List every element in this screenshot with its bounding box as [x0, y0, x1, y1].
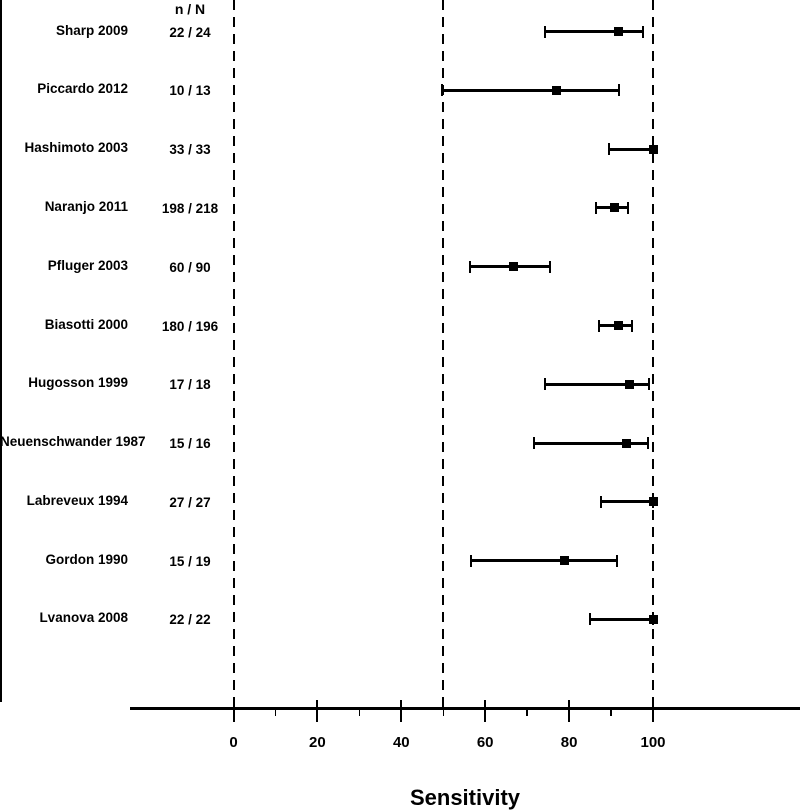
ci-cap-right: [549, 260, 552, 273]
point-estimate-marker: [613, 27, 623, 37]
x-tick-major-20: [316, 700, 319, 722]
ci-cap-right: [630, 319, 633, 332]
x-tick-major-60: [484, 700, 487, 722]
study-label: Hashimoto 2003: [24, 140, 128, 156]
point-estimate-marker: [559, 556, 569, 566]
study-label: Sharp 2009: [55, 22, 128, 38]
study-n-over-N: 33 / 33: [169, 142, 211, 158]
point-estimate-marker: [622, 438, 632, 448]
study-label: Hugosson 1999: [28, 375, 128, 391]
ci-cap-right: [617, 84, 620, 97]
x-tick-label: 40: [392, 734, 410, 751]
study-n-over-N: 180 / 196: [161, 318, 219, 334]
point-estimate-marker: [625, 379, 634, 389]
point-estimate-marker: [614, 321, 624, 330]
x-tick-minor-70: [526, 707, 528, 716]
ci-line: [590, 617, 653, 621]
x-axis-line: [130, 707, 800, 710]
ci-cap-left: [594, 201, 597, 214]
study-n-over-N: 22 / 24: [169, 24, 211, 40]
x-tick-label: 20: [309, 734, 326, 751]
x-tick-minor-30: [358, 707, 361, 716]
x-tick-major-100: [652, 700, 654, 722]
x-tick-label: 60: [476, 734, 494, 751]
point-estimate-marker: [551, 85, 561, 95]
ci-cap-left: [543, 25, 546, 38]
x-tick-minor-10: [274, 707, 277, 716]
study-n-over-N: 198 / 218: [161, 200, 219, 216]
study-n-over-N: 17 / 18: [169, 377, 211, 393]
ci-cap-left: [598, 319, 601, 332]
ci-line: [534, 441, 649, 445]
x-tick-label: 80: [560, 734, 578, 751]
study-label: Neuenschwander 1987: [0, 434, 146, 450]
study-n-over-N: 15 / 19: [169, 553, 211, 569]
study-label: Lvanova 2008: [39, 610, 128, 626]
n-over-N-column-header: n / N: [174, 1, 206, 17]
ci-cap-right: [616, 554, 619, 567]
point-estimate-marker: [508, 262, 518, 272]
x-tick-minor-90: [610, 707, 612, 716]
study-label: Gordon 1990: [45, 551, 128, 567]
ci-cap-left: [533, 437, 536, 450]
point-estimate-marker: [609, 203, 619, 213]
point-estimate-marker: [648, 614, 658, 624]
point-estimate-marker: [648, 144, 658, 154]
left-edge-border-line: [0, 0, 2, 702]
study-n-over-N: 15 / 16: [169, 436, 211, 452]
x-tick-major-80: [568, 700, 571, 722]
ci-line: [600, 500, 653, 504]
x-tick-minor-50: [442, 707, 444, 716]
reference-line-0: [232, 0, 235, 708]
study-label: Piccardo 2012: [37, 81, 128, 97]
ci-cap-left: [543, 378, 546, 391]
ci-line: [441, 88, 619, 92]
ci-cap-left: [440, 84, 443, 97]
ci-cap-left: [469, 260, 472, 273]
x-tick-label: 100: [640, 734, 666, 751]
study-n-over-N: 22 / 22: [169, 612, 211, 628]
point-estimate-marker: [648, 497, 658, 507]
study-label: Biasotti 2000: [44, 316, 128, 332]
ci-cap-left: [599, 495, 602, 508]
ci-line: [544, 382, 649, 386]
study-n-over-N: 27 / 27: [169, 494, 211, 510]
ci-cap-right: [647, 378, 650, 391]
ci-line: [471, 559, 618, 563]
ci-cap-left: [470, 554, 473, 567]
x-tick-major-40: [400, 700, 403, 722]
ci-cap-left: [608, 143, 611, 156]
ci-cap-left: [589, 613, 592, 626]
reference-line-100: [652, 0, 654, 708]
study-label: Pfluger 2003: [47, 257, 128, 273]
reference-line-50: [442, 0, 445, 708]
ci-line: [609, 147, 653, 151]
ci-cap-right: [642, 25, 645, 38]
ci-cap-right: [647, 437, 650, 450]
ci-cap-right: [626, 201, 629, 214]
x-tick-major-0: [232, 700, 235, 722]
ci-line: [544, 30, 644, 34]
study-label: Labreveux 1994: [26, 492, 128, 508]
x-tick-label: 0: [229, 734, 238, 751]
study-n-over-N: 10 / 13: [169, 83, 211, 99]
x-axis-title: Sensitivity: [409, 785, 521, 810]
study-n-over-N: 60 / 90: [169, 259, 211, 275]
study-label: Naranjo 2011: [44, 198, 128, 214]
